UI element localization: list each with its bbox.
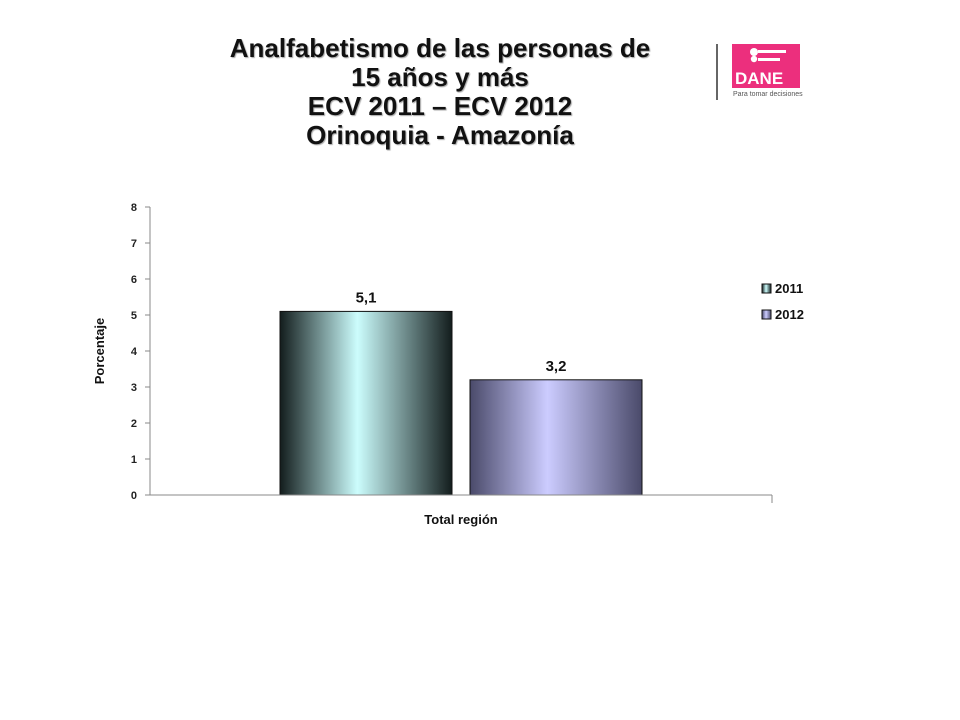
legend: 2011 2012 — [761, 281, 804, 322]
dane-logo-mark: DANE — [732, 44, 800, 88]
data-label-2011: 5,1 — [356, 289, 377, 306]
logo-brand-text: DANE — [735, 69, 783, 88]
y-tick-label: 3 — [131, 382, 137, 394]
bars: 5,1 3,2 — [279, 289, 643, 496]
y-tick-label: 5 — [131, 310, 137, 322]
y-tick-label: 8 — [131, 202, 137, 214]
title-line-2: 15 años y más — [351, 62, 529, 92]
dane-logo: DANE Para tomar decisiones — [716, 44, 826, 102]
bar-2012 — [469, 379, 643, 496]
y-tick-label: 2 — [131, 418, 137, 430]
title-line-1: Analfabetismo de las personas de — [229, 33, 651, 63]
title-line-3: ECV 2011 – ECV 2012 — [307, 91, 573, 121]
bar-2011 — [279, 310, 453, 496]
y-tick-label: 7 — [131, 238, 137, 250]
legend-swatch-2011 — [761, 283, 772, 294]
x-axis-label: Total región — [424, 512, 497, 527]
data-label-2012: 3,2 — [546, 358, 567, 375]
legend-label-2012: 2012 — [775, 307, 804, 322]
y-tick-label: 1 — [131, 454, 137, 466]
chart-title: Analfabetismo de las personas de 15 años… — [120, 34, 760, 150]
legend-label-2011: 2011 — [775, 281, 803, 296]
title-line-4: Orinoquia - Amazonía — [306, 120, 574, 150]
y-axis-label: Porcentaje — [92, 318, 107, 384]
logo-tagline: Para tomar decisiones — [733, 91, 803, 98]
y-axis-ticks: 0 1 2 3 4 5 6 7 8 — [131, 202, 150, 502]
logo-divider — [716, 44, 718, 100]
y-tick-label: 4 — [131, 346, 138, 358]
y-tick-label: 0 — [131, 490, 137, 502]
y-tick-label: 6 — [131, 274, 137, 286]
legend-swatch-2012 — [761, 309, 772, 320]
